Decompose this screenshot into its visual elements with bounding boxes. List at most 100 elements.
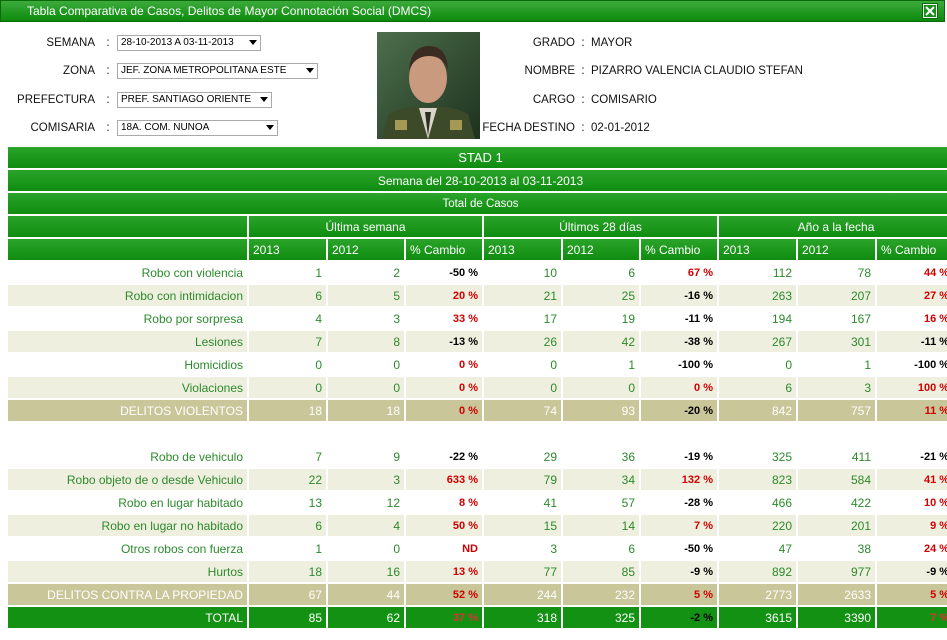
count-cell: 232 — [563, 584, 639, 605]
count-cell: 194 — [771, 311, 792, 326]
count-cell: 62 — [328, 607, 404, 628]
count-cell: 12 — [386, 495, 400, 510]
export-icon[interactable] — [922, 3, 938, 19]
row-label: Hurtos — [8, 561, 247, 582]
count-cell: 2773 — [719, 584, 796, 605]
change-cell: 67 % — [687, 266, 713, 279]
filter-select[interactable]: PREF. SANTIAGO ORIENTE — [117, 91, 272, 108]
filter-select[interactable]: JEF. ZONA METROPOLITANA ESTE — [117, 63, 318, 80]
page-title: Tabla Comparativa de Casos, Delitos de M… — [27, 4, 432, 18]
count-cell: 42 — [563, 331, 639, 352]
row-label: Lesiones — [8, 331, 247, 352]
officer-photo — [377, 32, 480, 139]
count-cell: 823 — [719, 469, 796, 490]
change-cell: 41 % — [877, 469, 947, 490]
filter-select[interactable]: 28-10-2013 A 03-11-2013 — [117, 35, 261, 51]
filter-select[interactable]: 18A. COM. NUNOA — [117, 119, 278, 136]
change-cell: 0 % — [406, 400, 482, 421]
count-cell: 0 — [785, 357, 792, 372]
count-cell: 9 — [393, 449, 400, 464]
change-cell: -9 % — [877, 561, 947, 582]
count-cell: 201 — [798, 515, 875, 536]
count-cell: 79 — [484, 469, 561, 490]
count-cell: 36 — [621, 449, 635, 464]
change-cell: 10 % — [923, 496, 947, 509]
change-cell: 16 % — [923, 312, 947, 325]
count-cell: 2 — [393, 265, 400, 280]
count-cell: 0 — [393, 541, 400, 556]
dropdown-arrow[interactable] — [260, 96, 268, 103]
row-label: TOTAL — [8, 607, 247, 628]
filter-label: ZONA — [63, 65, 95, 78]
column-header: 2013 — [719, 239, 796, 260]
officer-label: GRADO — [532, 37, 575, 49]
count-cell: 842 — [719, 400, 796, 421]
table-subtitle: Semana del 28-10-2013 al 03-11-2013 — [8, 170, 947, 191]
data-row: Robo con violencia 1 2 -50 % 10 6 67 % 112 78 44 … — [8, 262, 947, 283]
change-cell: 33 % — [452, 312, 478, 325]
officer-value: COMISARIO — [591, 93, 657, 106]
column-header: 2013 — [249, 239, 326, 260]
subtotal-row: DELITOS VIOLENTOS 18 18 0 % 74 93 -20 % 842 757 1… — [8, 400, 947, 421]
data-row: Robo objeto de o desde Vehiculo 22 3 633 % 7… — [8, 469, 947, 490]
change-cell: -50 % — [449, 266, 478, 279]
count-cell: 1 — [864, 357, 871, 372]
change-cell: 13 % — [406, 561, 482, 582]
count-cell: 1 — [315, 541, 322, 556]
row-label: Violaciones — [8, 377, 247, 398]
officer-value: PIZARRO VALENCIA CLAUDIO STEFAN — [591, 65, 803, 78]
colon — [578, 62, 588, 80]
count-cell: 411 — [851, 449, 871, 464]
count-cell: 16 — [328, 561, 404, 582]
dropdown-arrow[interactable] — [249, 40, 257, 46]
row-label: Robo de vehiculo — [150, 449, 243, 464]
count-cell: 3 — [550, 541, 557, 556]
table-caption: Total de Casos — [8, 193, 947, 214]
row-label: Robo objeto de o desde Vehiculo — [8, 469, 247, 490]
change-cell: 0 % — [641, 377, 717, 398]
change-cell: 5 % — [641, 584, 717, 605]
dropdown-arrow[interactable] — [266, 124, 274, 131]
count-cell: 301 — [798, 331, 875, 352]
change-cell: 27 % — [877, 285, 947, 306]
count-cell: 5 — [328, 285, 404, 306]
row-label: Otros robos con fuerza — [120, 541, 243, 556]
column-header: % Cambio — [406, 239, 482, 260]
count-cell: 6 — [628, 265, 635, 280]
count-cell: 318 — [484, 607, 561, 628]
colon — [578, 119, 588, 137]
officer-label: NOMBRE — [524, 65, 575, 78]
count-cell: 17 — [543, 311, 557, 326]
change-cell: 37 % — [406, 607, 482, 628]
data-row: Robo de vehiculo 7 9 -22 % 29 36 -19 % 325 411 -2… — [8, 446, 947, 467]
change-cell: 100 % — [877, 377, 947, 398]
change-cell: -19 % — [684, 450, 713, 463]
dropdown-arrow[interactable] — [306, 68, 314, 74]
count-cell: 85 — [249, 607, 326, 628]
change-cell: 52 % — [406, 584, 482, 605]
count-cell: 7 — [315, 449, 322, 464]
count-cell: 263 — [719, 285, 796, 306]
count-cell: 892 — [719, 561, 796, 582]
count-cell: 78 — [857, 265, 871, 280]
count-cell: 267 — [719, 331, 796, 352]
header-blank — [8, 216, 247, 237]
count-cell: 74 — [484, 400, 561, 421]
change-cell: -50 % — [684, 542, 713, 555]
count-cell: 977 — [798, 561, 875, 582]
count-cell: 19 — [621, 311, 635, 326]
count-cell: 4 — [315, 311, 322, 326]
change-cell: 7 % — [641, 515, 717, 536]
data-row: Robo por sorpresa 4 3 33 % 17 19 -11 % 194 167 16… — [8, 308, 947, 329]
change-cell: -16 % — [641, 285, 717, 306]
row-label: Robo en lugar habitado — [118, 495, 243, 510]
select-value: PREF. SANTIAGO ORIENTE — [121, 93, 252, 105]
title-row: STAD 1 — [8, 147, 947, 168]
count-cell: 0 — [249, 377, 326, 398]
select-value: 28-10-2013 A 03-11-2013 — [121, 37, 234, 48]
count-cell: 0 — [550, 357, 557, 372]
count-cell: 4 — [328, 515, 404, 536]
change-cell: 50 % — [406, 515, 482, 536]
change-cell: 44 % — [923, 266, 947, 279]
